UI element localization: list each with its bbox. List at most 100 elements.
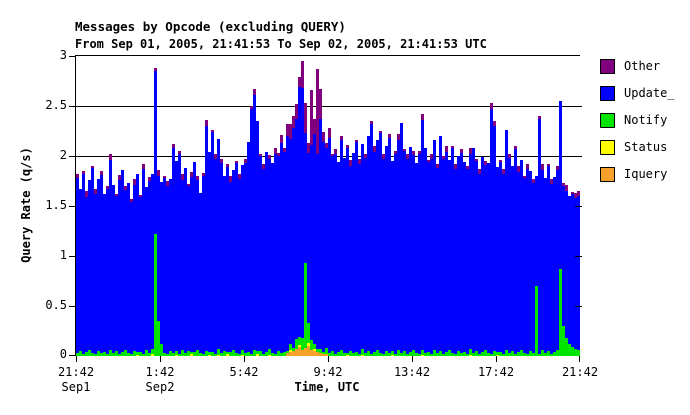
bar-column bbox=[415, 56, 418, 356]
bar-column bbox=[334, 56, 337, 356]
legend-swatch-iquery bbox=[600, 166, 615, 182]
y-tick-label: 2.5 bbox=[45, 98, 67, 112]
bar-column bbox=[259, 56, 262, 356]
bar-column bbox=[421, 56, 424, 356]
x-tick bbox=[76, 356, 77, 362]
x-tick bbox=[160, 356, 161, 362]
bar-column bbox=[304, 56, 307, 356]
bar-column bbox=[160, 56, 163, 356]
y-tick-right bbox=[575, 156, 582, 157]
bar-column bbox=[91, 56, 94, 356]
bar-column bbox=[382, 56, 385, 356]
bar-column bbox=[106, 56, 109, 356]
legend-item-iquery: Iquery bbox=[600, 166, 675, 182]
legend-item-notify: Notify bbox=[600, 112, 675, 128]
bar-column bbox=[532, 56, 535, 356]
bar-column bbox=[226, 56, 229, 356]
bar-column bbox=[295, 56, 298, 356]
bar-column bbox=[364, 56, 367, 356]
bar-column bbox=[445, 56, 448, 356]
bar-column bbox=[76, 56, 79, 356]
bar-column bbox=[184, 56, 187, 356]
bar-column bbox=[499, 56, 502, 356]
bar-column bbox=[247, 56, 250, 356]
bar-column bbox=[103, 56, 106, 356]
legend-swatch-status bbox=[600, 139, 615, 155]
bar-column bbox=[526, 56, 529, 356]
bar-column bbox=[283, 56, 286, 356]
y-tick-label: 0 bbox=[59, 347, 67, 361]
x-tick bbox=[496, 356, 497, 362]
bar-column bbox=[505, 56, 508, 356]
bar-column bbox=[406, 56, 409, 356]
y-tick bbox=[69, 206, 75, 207]
bar-column bbox=[538, 56, 541, 356]
plot-bars bbox=[76, 56, 580, 356]
bar-column bbox=[511, 56, 514, 356]
bar-column bbox=[244, 56, 247, 356]
bar-column bbox=[391, 56, 394, 356]
bar-column bbox=[352, 56, 355, 356]
bar-column bbox=[235, 56, 238, 356]
bar-column bbox=[322, 56, 325, 356]
bar-column bbox=[358, 56, 361, 356]
gridline bbox=[76, 106, 580, 107]
bar-column bbox=[82, 56, 85, 356]
bar-column bbox=[376, 56, 379, 356]
x-tick bbox=[412, 356, 413, 362]
bar-column bbox=[478, 56, 481, 356]
bar-column bbox=[355, 56, 358, 356]
y-tick-label: 3 bbox=[59, 48, 67, 62]
bar-column bbox=[481, 56, 484, 356]
bar-column bbox=[211, 56, 214, 356]
bar-column bbox=[448, 56, 451, 356]
y-tick-right bbox=[575, 106, 582, 107]
bar-column bbox=[457, 56, 460, 356]
chart-title: Messages by Opcode (excluding QUERY) bbox=[75, 19, 346, 34]
bar-column bbox=[118, 56, 121, 356]
bar-column bbox=[568, 56, 571, 356]
bar-column bbox=[166, 56, 169, 356]
bar-column bbox=[562, 56, 565, 356]
bar-column bbox=[574, 56, 577, 356]
bar-column bbox=[424, 56, 427, 356]
legend-swatch-notify bbox=[600, 112, 615, 128]
bar-column bbox=[379, 56, 382, 356]
bar-column bbox=[202, 56, 205, 356]
bar-column bbox=[139, 56, 142, 356]
bar-column bbox=[307, 56, 310, 356]
legend-item-update: Update_ bbox=[600, 85, 675, 101]
bar-column bbox=[442, 56, 445, 356]
bar-column bbox=[412, 56, 415, 356]
bar-column bbox=[529, 56, 532, 356]
x-tick bbox=[244, 356, 245, 362]
bar-column bbox=[277, 56, 280, 356]
bar-column bbox=[514, 56, 517, 356]
bar-column bbox=[262, 56, 265, 356]
bar-column bbox=[349, 56, 352, 356]
legend-item-status: Status bbox=[600, 139, 675, 155]
bar-column bbox=[508, 56, 511, 356]
bar-column bbox=[439, 56, 442, 356]
bar-column bbox=[274, 56, 277, 356]
bar-column bbox=[451, 56, 454, 356]
bar-column bbox=[553, 56, 556, 356]
x-tick bbox=[328, 356, 329, 362]
bar-column bbox=[466, 56, 469, 356]
bar-column bbox=[301, 56, 304, 356]
bar-column bbox=[196, 56, 199, 356]
bar-column bbox=[271, 56, 274, 356]
bar-column bbox=[232, 56, 235, 356]
x-tick bbox=[579, 356, 580, 362]
bar-column bbox=[517, 56, 520, 356]
bar-column bbox=[229, 56, 232, 356]
bar-column bbox=[556, 56, 559, 356]
bar-column bbox=[484, 56, 487, 356]
bar-column bbox=[130, 56, 133, 356]
bar-column bbox=[154, 56, 157, 356]
y-tick-right bbox=[575, 306, 582, 307]
bar-column bbox=[136, 56, 139, 356]
bar-column bbox=[151, 56, 154, 356]
y-tick bbox=[69, 156, 75, 157]
bar-column bbox=[85, 56, 88, 356]
